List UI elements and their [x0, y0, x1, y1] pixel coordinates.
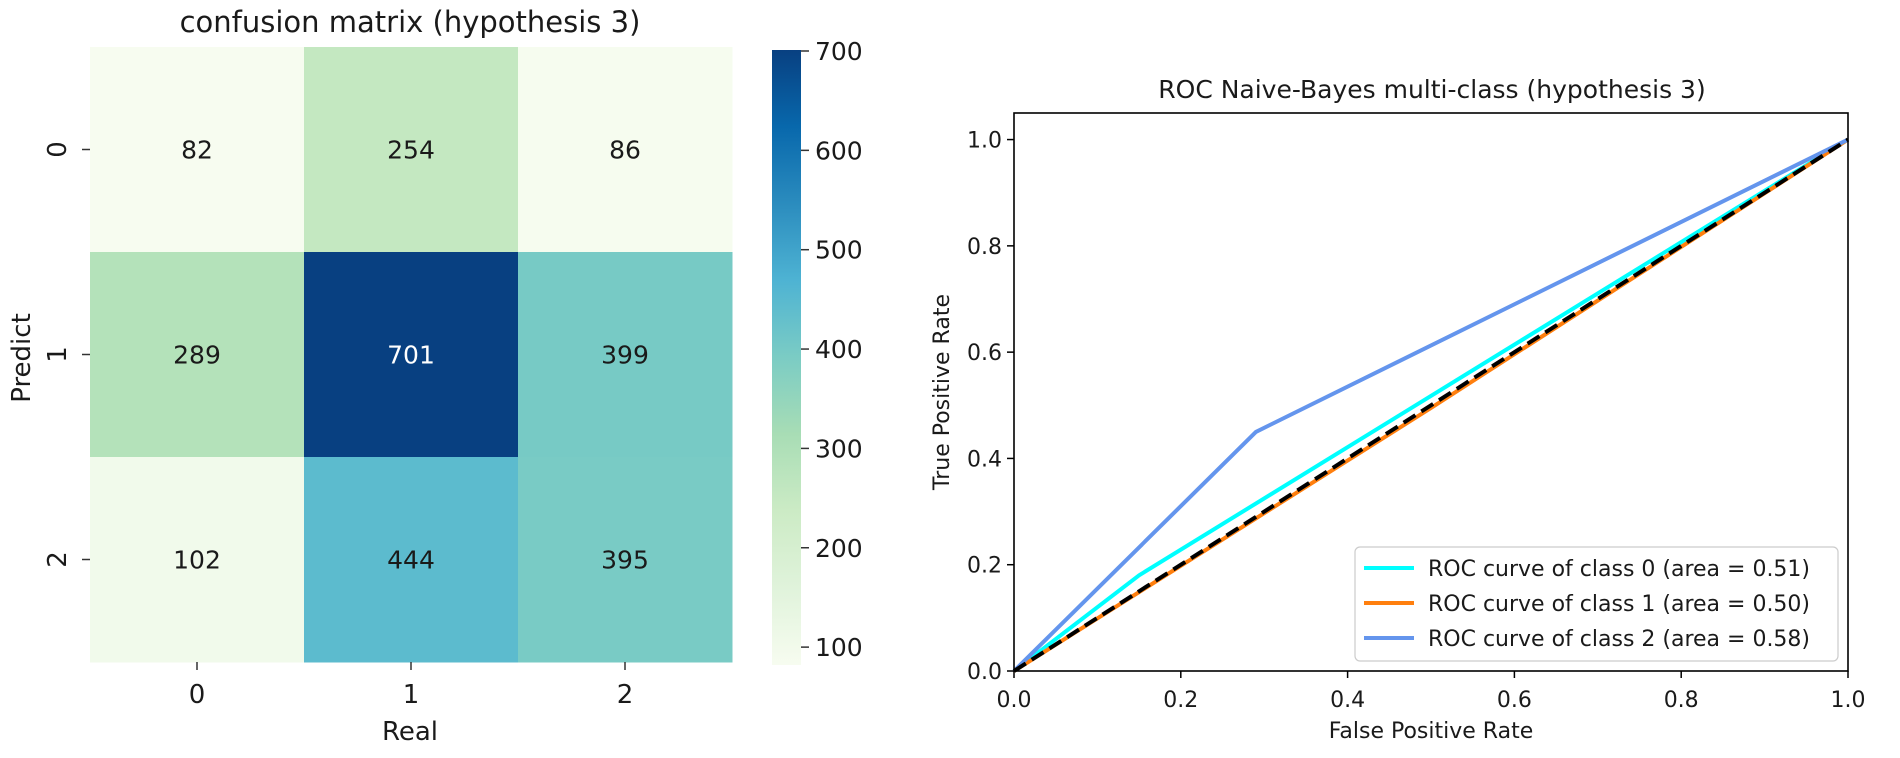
roc-x-tick-label: 1.0: [1831, 688, 1866, 713]
heatmap-y-ticks: 0 1 2: [43, 141, 90, 568]
roc-reference-diagonal: [1012, 137, 1850, 673]
colorbar-ticks: 100 200 300 400 500 600 700: [801, 37, 863, 662]
roc-chart: ROC Naive-Bayes multi-class (hypothesis …: [930, 75, 1866, 744]
roc-x-axis-label: False Positive Rate: [1329, 719, 1533, 744]
heatmap-cell: [518, 457, 733, 663]
heatmap-cell: [304, 252, 519, 458]
heatmap-cell-value: 444: [387, 546, 435, 575]
heatmap-x-tick-label: 0: [189, 680, 206, 710]
heatmap-x-axis-label: Real: [382, 717, 438, 747]
colorbar-tick-label: 500: [815, 236, 863, 265]
heatmap-y-tick-label: 0: [43, 141, 73, 158]
roc-y-tick-label: 0.4: [967, 447, 1002, 472]
roc-series: [1012, 137, 1850, 673]
roc-y-tick-label: 0.8: [967, 235, 1002, 260]
heatmap-x-tick-label: 2: [617, 680, 634, 710]
roc-series-line: [1012, 137, 1850, 673]
roc-axis-ticks: 0.0 0.2 0.4 0.6 0.8 1.0 0.0 0.2 0.4 0.6 0.8 1.0: [967, 129, 1866, 713]
roc-x-tick-label: 0.0: [997, 688, 1032, 713]
heatmap-y-tick-label: 1: [43, 346, 73, 363]
heatmap-cell-value: 395: [601, 546, 649, 575]
roc-series-line: [1012, 137, 1849, 673]
colorbar-tick-label: 700: [815, 37, 863, 66]
confusion-matrix-heatmap: confusion matrix (hypothesis 3) 82 254 86 2…: [7, 5, 733, 747]
heatmap-title: confusion matrix (hypothesis 3): [180, 5, 641, 39]
colorbar: 100 200 300 400 500 600 700: [772, 37, 863, 665]
roc-legend-label: ROC curve of class 0 (area = 0.51): [1428, 557, 1810, 582]
roc-y-tick-label: 0.6: [967, 341, 1002, 366]
heatmap-cell-value: 254: [387, 136, 435, 165]
colorbar-gradient: [772, 50, 801, 665]
heatmap-cell-value: 86: [609, 136, 641, 165]
colorbar-tick-label: 100: [815, 633, 863, 662]
heatmap-cell-value: 399: [601, 341, 649, 370]
heatmap-x-tick-label: 1: [403, 680, 420, 710]
heatmap-cell-value: 701: [387, 341, 435, 370]
colorbar-tick-label: 600: [815, 136, 863, 165]
heatmap-cell: [304, 47, 519, 253]
heatmap-cell: [90, 252, 305, 458]
colorbar-tick-label: 400: [815, 335, 863, 364]
roc-legend-label: ROC curve of class 2 (area = 0.58): [1428, 627, 1810, 652]
roc-x-tick-label: 0.6: [1497, 688, 1532, 713]
roc-y-axis-label: True Positive Rate: [930, 294, 955, 491]
heatmap-cell: [90, 457, 305, 663]
roc-x-tick-label: 0.8: [1664, 688, 1699, 713]
roc-y-tick-label: 1.0: [967, 129, 1002, 154]
roc-legend: ROC curve of class 0 (area = 0.51) ROC cu…: [1354, 546, 1839, 662]
roc-plot-frame: [1013, 112, 1849, 672]
heatmap-cell: [518, 252, 733, 458]
heatmap-y-axis-label: Predict: [7, 313, 37, 403]
roc-legend-label: ROC curve of class 1 (area = 0.50): [1428, 592, 1810, 617]
heatmap-cell-value: 289: [173, 341, 221, 370]
colorbar-tick-label: 300: [815, 434, 863, 463]
heatmap-cells: 82 254 86 289 701 399 102 444 395: [90, 47, 733, 663]
roc-legend-box: [1354, 546, 1839, 662]
heatmap-x-ticks: 0 1 2: [189, 662, 634, 710]
roc-x-tick-label: 0.2: [1163, 688, 1198, 713]
roc-title: ROC Naive-Bayes multi-class (hypothesis …: [1158, 75, 1705, 104]
roc-x-tick-label: 0.4: [1330, 688, 1365, 713]
colorbar-tick-label: 200: [815, 534, 863, 563]
heatmap-y-tick-label: 2: [43, 551, 73, 568]
heatmap-cell: [304, 457, 519, 663]
heatmap-cell: [90, 47, 305, 253]
roc-y-tick-label: 0.2: [967, 554, 1002, 579]
heatmap-cell: [518, 47, 733, 253]
roc-y-tick-label: 0.0: [967, 660, 1002, 685]
heatmap-cell-value: 102: [173, 546, 221, 575]
heatmap-cell-value: 82: [181, 136, 213, 165]
